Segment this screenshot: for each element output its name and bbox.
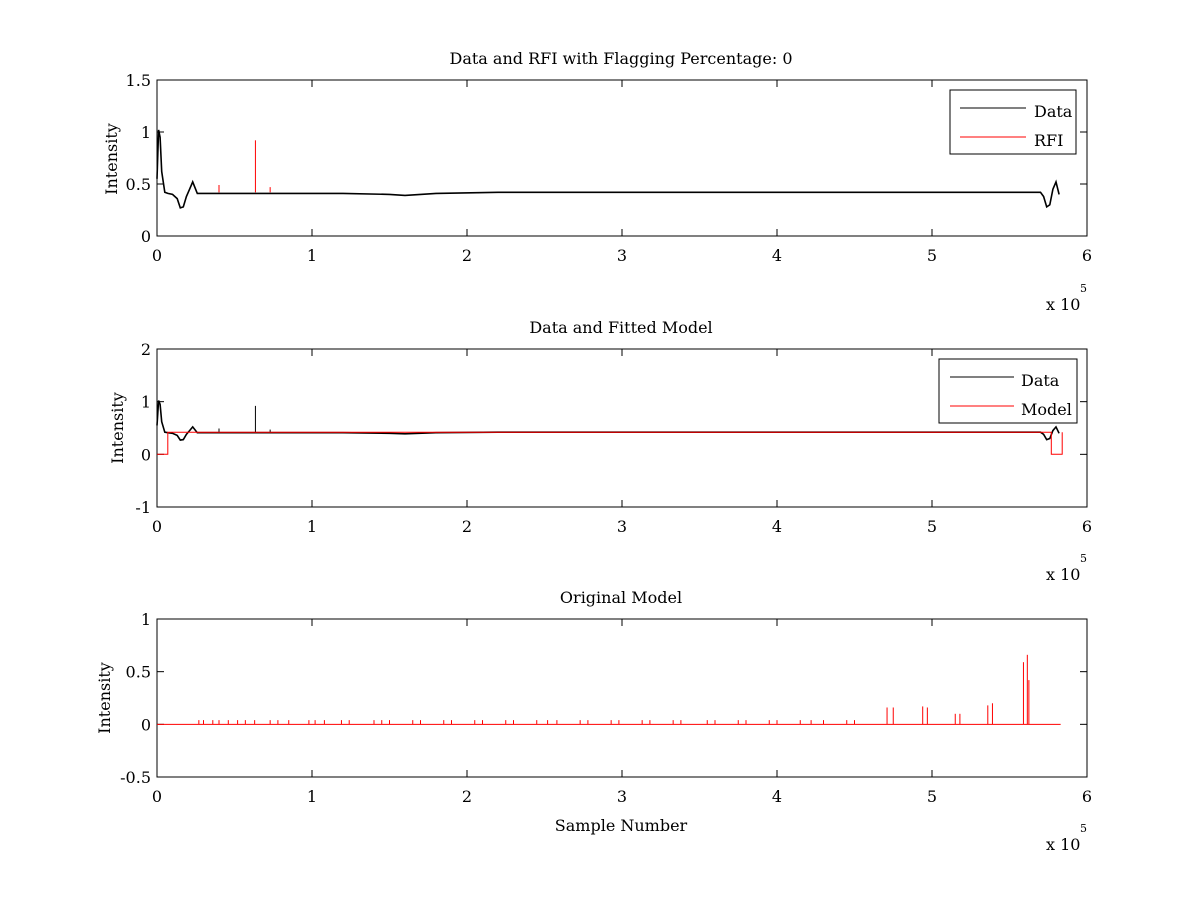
subplot-3-y-tick-label: 0.5 [126,663,151,682]
subplot-2-title: Data and Fitted Model [529,318,712,337]
subplot-1-x-exponent-label: x 10 [1046,295,1080,314]
subplot-2-ylabel: Intensity [108,392,127,464]
subplot-2-x-exponent: 5 [1080,552,1087,565]
subplot-1-x-tick-label: 3 [617,246,627,265]
subplot-2: Data and Fitted Model Intensity 0 1 2 3 4 5 6 -… [108,318,1092,584]
subplot-3-title: Original Model [560,588,682,607]
subplot-2-x-tick-label: 3 [617,517,627,536]
subplot-2-legend-data-label: Data [1021,371,1060,390]
subplot-2-y-tick-label: 0 [141,445,151,464]
subplot-3-y-tick-label: 1 [141,610,151,629]
subplot-2-x-tick-label: 5 [927,517,937,536]
subplot-1-x-tick-label: 1 [307,246,317,265]
subplot-1-plot-area: 0 1 2 3 4 5 6 0 0.5 1 1.5 [126,71,1093,265]
subplot-1-y-tick-label: 1 [141,123,151,142]
subplot-3-y-tick-label: 0 [141,715,151,734]
subplot-3-plot-area: 0 1 2 3 4 5 6-0.500.51 [120,610,1092,806]
subplot-2-x-tick-label: 0 [152,517,162,536]
subplot-1-x-tick-label: 2 [462,246,472,265]
subplot-3-x-tick-label: 6 [1082,787,1092,806]
subplot-2-x-tick-label: 1 [307,517,317,536]
subplot-2-y-tick-label: 1 [141,393,151,412]
subplot-1-legend-box [949,89,1077,155]
subplot-2-y-tick-label: 2 [141,340,151,359]
subplot-1-x-tick-label: 0 [152,246,162,265]
subplot-2-legend-box [938,358,1078,424]
subplot-3-x-tick-label: 0 [152,787,162,806]
subplot-1: Data and RFI with Flagging Percentage: 0… [102,49,1092,314]
subplot-1-y-tick-label: 0 [141,227,151,246]
subplot-2-legend: Data Model [938,358,1078,424]
subplot-1-x-tick-label: 4 [772,246,782,265]
subplot-3-ylabel: Intensity [95,662,114,734]
subplot-3-xlabel: Sample Number [555,816,688,835]
subplot-3-x-tick-label: 1 [307,787,317,806]
subplot-3-x-exponent-label: x 10 [1046,835,1080,854]
subplot-2-x-tick-label: 6 [1082,517,1092,536]
subplot-3-x-tick-label: 4 [772,787,782,806]
subplot-3-x-tick-label: 3 [617,787,627,806]
subplot-3: Original Model Intensity Sample Number 0… [95,588,1092,854]
subplot-1-title: Data and RFI with Flagging Percentage: 0 [449,49,792,68]
subplot-1-x-exponent: 5 [1080,282,1087,295]
subplot-3-x-tick-label: 5 [927,787,937,806]
subplot-2-x-exponent-label: x 10 [1046,565,1080,584]
subplot-2-x-tick-label: 2 [462,517,472,536]
subplot-3-x-tick-label: 2 [462,787,472,806]
subplot-2-x-tick-label: 4 [772,517,782,536]
subplot-3-y-tick-label: -0.5 [120,768,151,787]
subplot-1-legend: Data RFI [949,89,1077,155]
subplot-1-x-tick-label: 5 [927,246,937,265]
subplot-1-ylabel: Intensity [102,123,121,195]
subplot-2-y-tick-label: -1 [135,498,151,517]
subplot-1-legend-data-label: Data [1034,102,1073,121]
subplot-2-series-model-line [157,431,1063,455]
subplot-1-legend-rfi-label: RFI [1034,131,1063,150]
subplot-1-y-tick-label: 1.5 [126,71,151,90]
subplot-1-series-data-line [156,129,1060,209]
subplot-3-x-exponent: 5 [1080,822,1087,835]
subplot-1-y-tick-label: 0.5 [126,175,151,194]
subplot-1-x-tick-label: 6 [1082,246,1092,265]
subplot-2-legend-model-label: Model [1021,400,1072,419]
